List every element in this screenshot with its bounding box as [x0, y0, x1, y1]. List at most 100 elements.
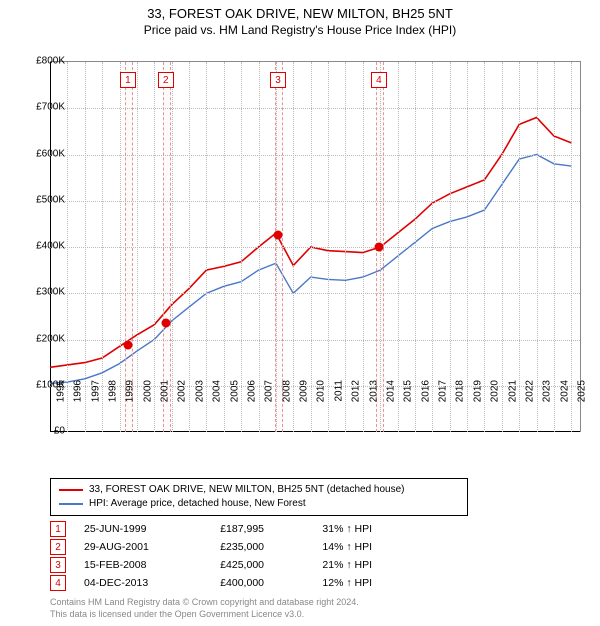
transaction-index: 4 [50, 575, 66, 591]
transaction-band [163, 62, 171, 432]
gridline-v [537, 62, 538, 432]
transaction-row: 1 25-JUN-1999 £187,995 31% ↑ HPI [50, 520, 372, 538]
chart-container: 33, FOREST OAK DRIVE, NEW MILTON, BH25 5… [0, 6, 600, 626]
transaction-marker [161, 319, 170, 328]
gridline-v [85, 62, 86, 432]
y-tick-label: £800K [20, 56, 65, 67]
transaction-row: 3 15-FEB-2008 £425,000 21% ↑ HPI [50, 556, 372, 574]
x-tick-label: 2024 [559, 380, 570, 402]
x-tick-label: 2006 [246, 380, 257, 402]
transaction-diff: 12% ↑ HPI [282, 577, 372, 589]
transaction-index: 2 [50, 539, 66, 555]
transaction-date: 25-JUN-1999 [84, 523, 176, 535]
gridline-v [398, 62, 399, 432]
transaction-marker [123, 341, 132, 350]
x-tick-label: 2002 [177, 380, 188, 402]
x-tick-label: 2000 [142, 380, 153, 402]
x-tick-label: 2021 [507, 380, 518, 402]
footnote-line: Contains HM Land Registry data © Crown c… [50, 596, 359, 608]
transaction-price: £187,995 [194, 523, 264, 535]
x-tick-label: 2018 [455, 380, 466, 402]
transaction-marker-label: 2 [158, 72, 174, 88]
gridline-v [415, 62, 416, 432]
gridline-v [241, 62, 242, 432]
gridline-v [224, 62, 225, 432]
transaction-date: 04-DEC-2013 [84, 577, 176, 589]
y-tick-label: £700K [20, 102, 65, 113]
plot-area: 1234 [50, 61, 581, 432]
gridline-v [311, 62, 312, 432]
gridline-v [259, 62, 260, 432]
x-tick-label: 2020 [489, 380, 500, 402]
legend-row: HPI: Average price, detached house, New … [59, 497, 459, 511]
y-tick-label: £200K [20, 333, 65, 344]
x-tick-label: 2023 [542, 380, 553, 402]
transaction-diff: 14% ↑ HPI [282, 541, 372, 553]
x-tick-label: 1998 [107, 380, 118, 402]
y-tick-label: £600K [20, 148, 65, 159]
gridline-v [467, 62, 468, 432]
x-tick-label: 2013 [368, 380, 379, 402]
x-tick-label: 2017 [437, 380, 448, 402]
x-tick-label: 2010 [316, 380, 327, 402]
legend: 33, FOREST OAK DRIVE, NEW MILTON, BH25 5… [50, 478, 468, 516]
transaction-row: 404-DEC-2013£400,00012% ↑ HPI [50, 574, 372, 592]
transaction-diff: 21% ↑ HPI [282, 559, 372, 571]
x-tick-label: 1999 [125, 380, 136, 402]
transaction-band [125, 62, 133, 432]
chart-subtitle: Price paid vs. HM Land Registry's House … [0, 23, 600, 37]
gridline-v [363, 62, 364, 432]
transaction-band [275, 62, 283, 432]
transaction-index: 1 [50, 521, 66, 537]
x-tick-label: 2012 [350, 380, 361, 402]
gridline-v [137, 62, 138, 432]
x-tick-label: 2008 [281, 380, 292, 402]
transaction-price: £235,000 [194, 541, 264, 553]
footnote-line: This data is licensed under the Open Gov… [50, 608, 359, 620]
gridline-v [206, 62, 207, 432]
x-tick-label: 2009 [298, 380, 309, 402]
transaction-marker [273, 231, 282, 240]
x-tick-label: 2011 [333, 380, 344, 402]
gridline-v [484, 62, 485, 432]
y-tick-label: £400K [20, 241, 65, 252]
x-tick-label: 2016 [420, 380, 431, 402]
legend-row: 33, FOREST OAK DRIVE, NEW MILTON, BH25 5… [59, 483, 459, 497]
y-tick-label: £0 [20, 426, 65, 437]
transaction-marker [374, 243, 383, 252]
footnote: Contains HM Land Registry data © Crown c… [50, 596, 359, 620]
gridline-v [172, 62, 173, 432]
x-tick-label: 2005 [229, 380, 240, 402]
x-tick-label: 2019 [472, 380, 483, 402]
transaction-marker-label: 3 [270, 72, 286, 88]
y-tick-label: £500K [20, 194, 65, 205]
transaction-marker-label: 1 [120, 72, 136, 88]
x-tick-label: 1996 [72, 380, 83, 402]
transaction-index: 3 [50, 557, 66, 573]
transaction-date: 15-FEB-2008 [84, 559, 176, 571]
legend-swatch [59, 503, 83, 505]
gridline-v [189, 62, 190, 432]
gridline-v [67, 62, 68, 432]
legend-swatch [59, 489, 83, 491]
x-tick-label: 1997 [90, 380, 101, 402]
gridline-v [432, 62, 433, 432]
transaction-price: £425,000 [194, 559, 264, 571]
chart-title: 33, FOREST OAK DRIVE, NEW MILTON, BH25 5… [0, 6, 600, 21]
x-tick-label: 2022 [524, 380, 535, 402]
legend-label: HPI: Average price, detached house, New … [89, 497, 306, 511]
x-tick-label: 2004 [211, 380, 222, 402]
gridline-v [102, 62, 103, 432]
gridline-v [120, 62, 121, 432]
x-tick-label: 2001 [159, 380, 170, 402]
legend-label: 33, FOREST OAK DRIVE, NEW MILTON, BH25 5… [89, 483, 404, 497]
gridline-v [554, 62, 555, 432]
x-tick-label: 2003 [194, 380, 205, 402]
gridline-v [450, 62, 451, 432]
transaction-row: 2 29-AUG-2001 £235,000 14% ↑ HPI [50, 538, 372, 556]
transaction-date: 29-AUG-2001 [84, 541, 176, 553]
x-tick-label: 2007 [264, 380, 275, 402]
gridline-v [571, 62, 572, 432]
gridline-v [519, 62, 520, 432]
transaction-diff: 31% ↑ HPI [282, 523, 372, 535]
